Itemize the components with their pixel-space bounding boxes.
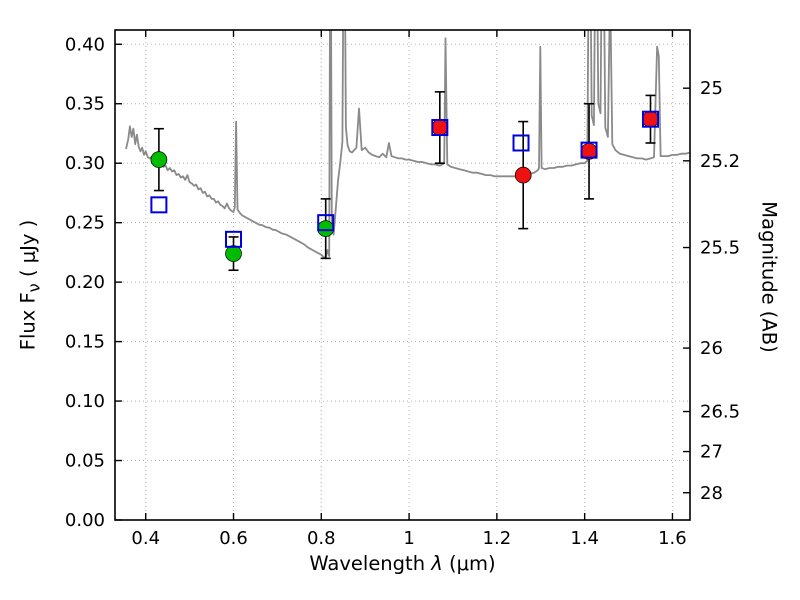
x-tick-label: 1.2	[483, 528, 512, 549]
y-axis-title-right-text: Magnitude (AB)	[757, 201, 781, 353]
y-tick-label-right: 27	[700, 442, 723, 463]
spectrum-line	[125, 30, 690, 260]
photometry-marker	[642, 110, 659, 128]
model-marker	[580, 141, 598, 159]
y-tick-label-left: 0.15	[65, 332, 105, 353]
y-tick-label-left: 0.25	[65, 213, 105, 234]
model-marker	[431, 119, 449, 137]
y-tick-label-right: 25.5	[700, 238, 740, 259]
model-marker	[317, 214, 335, 232]
grid-lines	[115, 30, 690, 520]
error-bars	[153, 91, 656, 272]
green-photometry-points	[150, 151, 335, 262]
y-tick-label-left: 0.00	[65, 510, 105, 531]
tick-labels: 0.4 0.6 0.8 1 1.2 1.4 1.6 0.00 0.05 0.10 0.15 0.20 0…	[65, 34, 740, 549]
photometry-marker	[225, 245, 242, 262]
x-axis-title-unit: (μm)	[442, 552, 496, 575]
x-axis-title-text: Wavelength	[309, 552, 432, 575]
x-axis-title-symbol: λ	[431, 552, 443, 575]
y-axis-title-unit: ( μJy )	[16, 219, 40, 284]
x-tick-label: 0.4	[131, 528, 160, 549]
y-tick-label-left: 0.40	[65, 34, 105, 55]
y-axis-title-text: Flux	[16, 303, 40, 351]
y-tick-label-right: 26	[700, 338, 723, 359]
y-tick-label-left: 0.35	[65, 94, 105, 115]
model-photometry-squares	[150, 110, 659, 248]
photometry-marker	[431, 119, 449, 136]
tick-marks	[115, 30, 690, 521]
y-tick-label-left: 0.30	[65, 153, 105, 174]
x-tick-label: 1	[403, 528, 414, 549]
y-tick-label-left: 0.10	[65, 391, 105, 412]
model-marker	[512, 134, 530, 152]
y-axis-title-subscript: ν	[24, 283, 44, 293]
y-tick-label-right: 25	[700, 78, 723, 99]
x-tick-label: 1.4	[570, 528, 599, 549]
y-tick-label-left: 0.05	[65, 451, 105, 472]
y-tick-label-right: 26.5	[700, 402, 740, 423]
photometry-marker	[514, 166, 532, 184]
y-tick-label-right: 25.2	[700, 151, 740, 172]
axes-frame	[114, 29, 691, 521]
model-marker	[225, 230, 243, 248]
y-tick-label-right: 28	[700, 483, 723, 504]
y-tick-label-left: 0.20	[65, 272, 105, 293]
x-axis-title: Wavelength λ (μm)	[115, 552, 690, 575]
model-marker	[150, 196, 168, 214]
photometry-marker	[150, 151, 168, 168]
red-photometry-points	[431, 110, 659, 184]
x-tick-label: 1.6	[658, 528, 687, 549]
model-marker	[641, 110, 659, 128]
x-tick-label: 0.8	[307, 528, 336, 549]
y-axis-title-symbol: F	[16, 292, 40, 304]
x-tick-label: 0.6	[219, 528, 248, 549]
photometry-marker	[317, 220, 335, 237]
